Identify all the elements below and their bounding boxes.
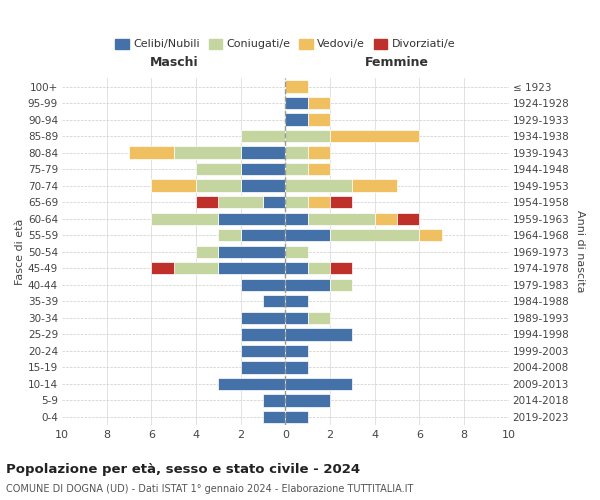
Text: Popolazione per età, sesso e stato civile - 2024: Popolazione per età, sesso e stato civil… <box>6 462 360 475</box>
Text: COMUNE DI DOGNA (UD) - Dati ISTAT 1° gennaio 2024 - Elaborazione TUTTITALIA.IT: COMUNE DI DOGNA (UD) - Dati ISTAT 1° gen… <box>6 484 413 494</box>
Bar <box>241 229 286 241</box>
Bar <box>286 97 308 110</box>
Bar <box>129 146 174 159</box>
Text: Maschi: Maschi <box>149 56 198 70</box>
Bar <box>286 246 308 258</box>
Bar <box>286 344 308 357</box>
Bar <box>263 410 286 423</box>
Bar <box>218 262 286 274</box>
Bar <box>151 262 174 274</box>
Bar <box>286 410 308 423</box>
Bar <box>241 361 286 374</box>
Bar <box>241 328 286 340</box>
Bar <box>241 163 286 175</box>
Bar <box>218 212 286 225</box>
Bar <box>308 163 330 175</box>
Bar <box>218 246 286 258</box>
Bar <box>286 328 352 340</box>
Bar <box>286 361 308 374</box>
Bar <box>241 180 286 192</box>
Bar <box>397 212 419 225</box>
Bar <box>330 229 419 241</box>
Bar <box>308 114 330 126</box>
Bar <box>286 212 308 225</box>
Bar <box>330 262 352 274</box>
Bar <box>308 212 374 225</box>
Bar <box>286 196 308 208</box>
Bar <box>330 196 352 208</box>
Bar <box>286 180 352 192</box>
Bar <box>286 163 308 175</box>
Bar <box>151 180 196 192</box>
Bar <box>352 180 397 192</box>
Bar <box>286 229 330 241</box>
Bar <box>308 146 330 159</box>
Bar <box>308 97 330 110</box>
Bar <box>308 262 330 274</box>
Bar <box>286 130 330 142</box>
Bar <box>196 163 241 175</box>
Bar <box>286 378 352 390</box>
Bar <box>308 312 330 324</box>
Bar <box>241 278 286 291</box>
Bar <box>286 312 308 324</box>
Bar <box>218 229 241 241</box>
Bar <box>196 246 218 258</box>
Bar <box>174 262 218 274</box>
Text: Femmine: Femmine <box>365 56 429 70</box>
Bar <box>196 196 218 208</box>
Bar <box>218 378 286 390</box>
Bar <box>308 196 330 208</box>
Bar <box>286 146 308 159</box>
Bar <box>241 130 286 142</box>
Bar <box>330 130 419 142</box>
Bar <box>286 262 308 274</box>
Y-axis label: Anni di nascita: Anni di nascita <box>575 210 585 293</box>
Bar <box>151 212 218 225</box>
Bar <box>263 295 286 308</box>
Y-axis label: Fasce di età: Fasce di età <box>15 218 25 285</box>
Bar <box>174 146 241 159</box>
Bar <box>241 312 286 324</box>
Legend: Celibi/Nubili, Coniugati/e, Vedovi/e, Divorziati/e: Celibi/Nubili, Coniugati/e, Vedovi/e, Di… <box>112 36 458 53</box>
Bar <box>286 278 330 291</box>
Bar <box>286 80 308 93</box>
Bar <box>286 295 308 308</box>
Bar <box>263 394 286 406</box>
Bar <box>286 394 330 406</box>
Bar <box>263 196 286 208</box>
Bar <box>241 146 286 159</box>
Bar <box>241 344 286 357</box>
Bar <box>330 278 352 291</box>
Bar <box>286 114 308 126</box>
Bar <box>218 196 263 208</box>
Bar <box>196 180 241 192</box>
Bar <box>419 229 442 241</box>
Bar <box>374 212 397 225</box>
